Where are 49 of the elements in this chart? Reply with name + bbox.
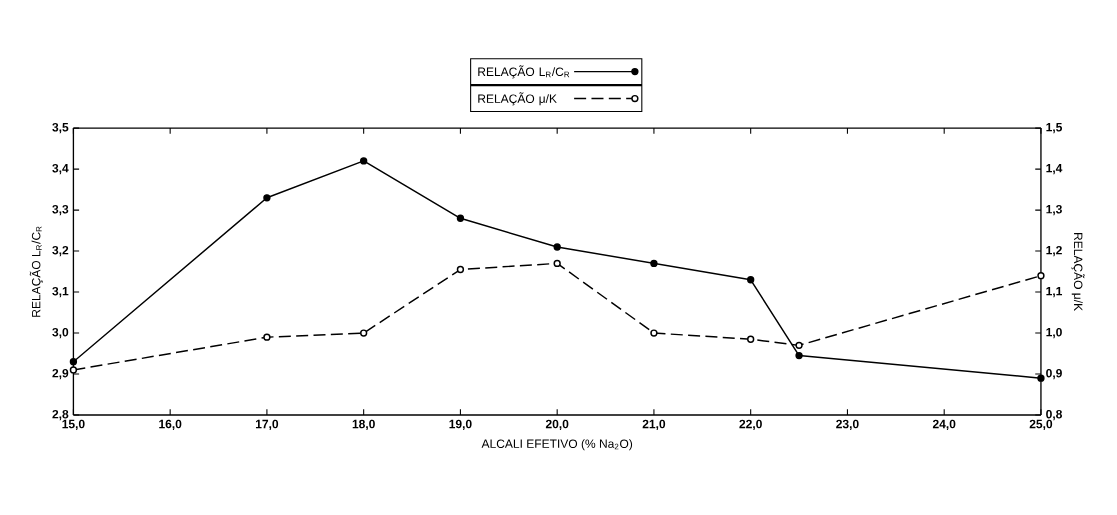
y-tick-label: 2,8	[52, 409, 69, 421]
y2-tick-label: 1,4	[1046, 163, 1063, 175]
text: RELAÇÃO μ/K	[478, 92, 557, 106]
x-tick-label: 19,0	[449, 419, 472, 430]
point	[263, 194, 271, 202]
point	[650, 329, 658, 337]
x-tick-label: 21,0	[642, 419, 666, 430]
y2-tick-label: 1,0	[1046, 327, 1062, 339]
x-tick-label: 22,0	[739, 419, 762, 430]
point	[795, 341, 803, 349]
x-tick-label: 24,0	[932, 419, 956, 430]
point	[553, 259, 561, 267]
y2-tick-label: 0,9	[1046, 368, 1062, 380]
point	[456, 214, 465, 222]
text: RELAÇÃO L$_{R}$/C$_{R}$	[478, 65, 570, 79]
x-tick-label: 23,0	[836, 419, 859, 430]
point	[456, 265, 465, 274]
point	[747, 335, 755, 343]
point	[553, 243, 561, 251]
point	[747, 276, 755, 284]
x-tick-label: 17,0	[255, 419, 279, 430]
x-tick-label: 15,0	[62, 419, 85, 430]
y-tick-label: 3,5	[52, 122, 69, 134]
x-tick-label: 20,0	[545, 419, 569, 430]
point	[359, 329, 368, 337]
y-tick-label: 2,9	[52, 368, 69, 380]
point	[1037, 271, 1045, 280]
y-tick-label: 3,2	[52, 245, 69, 257]
y-tick-label: 3,4	[52, 163, 69, 175]
point	[69, 366, 78, 374]
point	[650, 259, 658, 267]
x-tick-label: 25,0	[1029, 419, 1053, 430]
point	[69, 358, 78, 366]
point	[359, 157, 368, 165]
x-tick-label: 16,0	[159, 419, 182, 430]
y-tick-label: 3,3	[52, 204, 69, 216]
y2-axis-title: RELAÇÃO μ/K	[1071, 233, 1085, 311]
point	[263, 333, 271, 341]
y2-tick-label: 0,8	[1046, 409, 1062, 421]
y2-tick-label: 1,1	[1046, 286, 1063, 298]
y-axis-title: RELAÇÃO L$_{R}$/C$_{R}$	[29, 226, 43, 317]
y-tick-label: 3,1	[52, 286, 69, 298]
y2-tick-label: 1,2	[1046, 245, 1062, 257]
y2-tick-label: 1,5	[1046, 123, 1063, 134]
point	[795, 351, 803, 360]
x-axis-title: ALCALI EFETIVO (% Na$_{2}$O)	[481, 439, 633, 451]
x-tick-label: 18,0	[352, 419, 375, 430]
y2-tick-label: 1,3	[1046, 204, 1062, 216]
y-tick-label: 3,0	[52, 327, 69, 339]
